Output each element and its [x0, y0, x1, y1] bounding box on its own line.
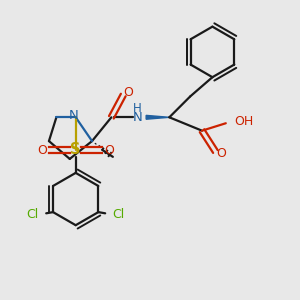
- Polygon shape: [146, 116, 169, 119]
- Text: N: N: [132, 111, 142, 124]
- Text: Cl: Cl: [26, 208, 39, 221]
- Text: S: S: [70, 142, 81, 157]
- Text: O: O: [124, 86, 134, 99]
- Text: N: N: [68, 109, 78, 122]
- Text: O: O: [38, 143, 47, 157]
- Text: O: O: [104, 143, 114, 157]
- Text: Cl: Cl: [112, 208, 125, 221]
- Text: H: H: [133, 103, 142, 116]
- Text: OH: OH: [235, 115, 254, 128]
- Text: O: O: [216, 147, 226, 161]
